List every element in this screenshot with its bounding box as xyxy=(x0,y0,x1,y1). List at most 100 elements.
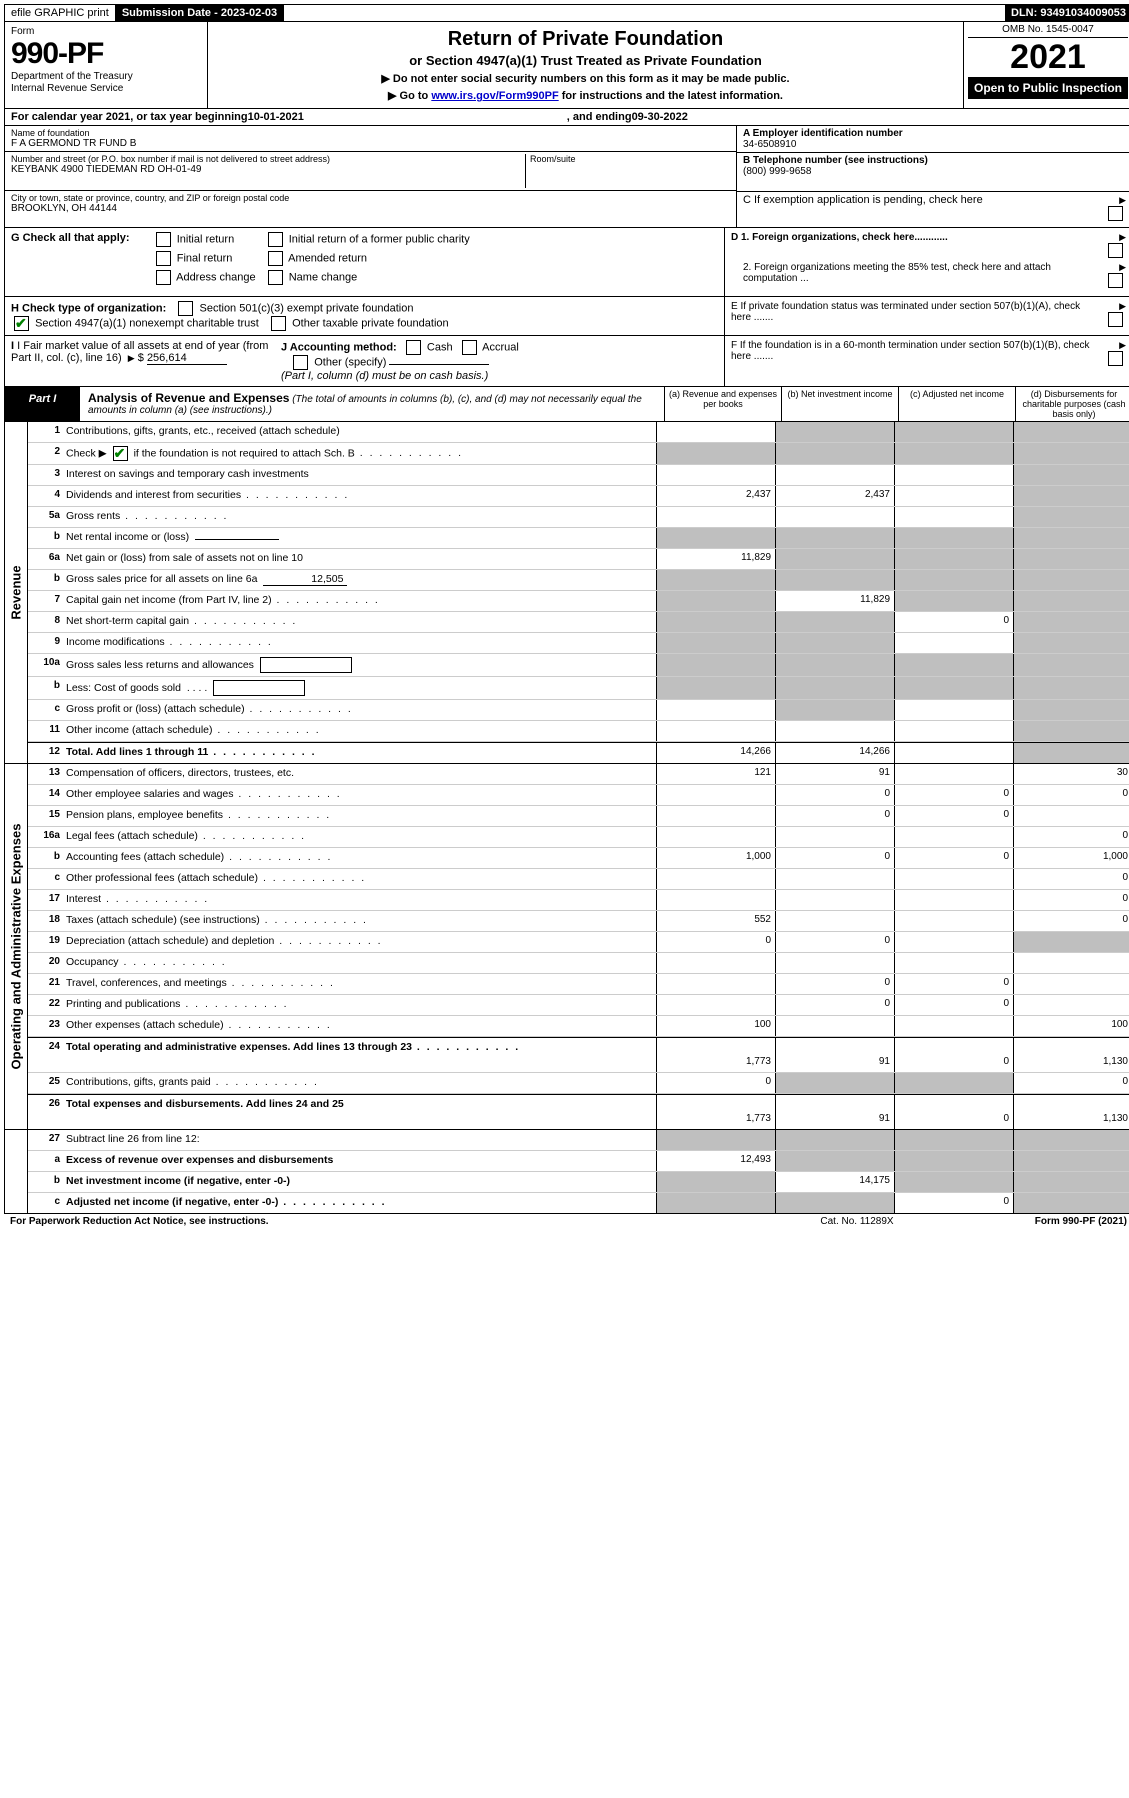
col-c xyxy=(894,1172,1013,1192)
h-other-taxable[interactable] xyxy=(271,316,286,331)
col-c: 0 xyxy=(894,612,1013,632)
dots xyxy=(234,788,342,800)
col-b: 0 xyxy=(775,806,894,826)
j-label: J Accounting method: xyxy=(281,341,397,353)
col-c xyxy=(894,486,1013,506)
line-no: b xyxy=(28,528,64,548)
col-b xyxy=(775,465,894,485)
j-other[interactable] xyxy=(293,355,308,370)
form-link[interactable]: www.irs.gov/Form990PF xyxy=(431,90,558,102)
col-d xyxy=(1013,932,1129,952)
h-4947[interactable] xyxy=(14,316,29,331)
d1-checkbox[interactable] xyxy=(1108,243,1123,258)
r2-pre: Check ▶ xyxy=(66,447,110,459)
row-4: 4 Dividends and interest from securities… xyxy=(28,486,1129,507)
row-11: 11 Other income (attach schedule) xyxy=(28,721,1129,742)
col-d xyxy=(1013,1130,1129,1150)
col-c xyxy=(894,591,1013,611)
dots xyxy=(224,1019,332,1031)
e-checkbox[interactable] xyxy=(1108,312,1123,327)
col-a: 1,773 xyxy=(656,1038,775,1072)
efile-label[interactable]: efile GRAPHIC print xyxy=(5,5,116,21)
inline-line xyxy=(195,539,279,540)
r10b-desc: Less: Cost of goods sold xyxy=(66,682,181,694)
g-initial-public[interactable] xyxy=(268,232,283,247)
line-desc: Gross sales price for all assets on line… xyxy=(64,570,656,590)
r18-desc: Taxes (attach schedule) (see instruction… xyxy=(66,914,260,926)
e-label: E If private foundation status was termi… xyxy=(731,301,1102,323)
r27c-desc: Adjusted net income (if negative, enter … xyxy=(66,1196,278,1208)
col-a: 14,266 xyxy=(656,743,775,763)
line27-rows: 27 Subtract line 26 from line 12: a Exce… xyxy=(28,1130,1129,1213)
g-address-change[interactable] xyxy=(156,270,171,285)
ein-label: A Employer identification number xyxy=(743,128,1126,139)
r9-desc: Income modifications xyxy=(66,636,165,648)
col-d xyxy=(1013,507,1129,527)
col-b: 91 xyxy=(775,1038,894,1072)
h-opt3: Other taxable private foundation xyxy=(292,317,449,329)
page-footer: For Paperwork Reduction Act Notice, see … xyxy=(4,1214,1129,1229)
dots xyxy=(278,1196,386,1208)
name-cell: Name of foundation F A GERMOND TR FUND B xyxy=(5,126,736,152)
g-initial-return[interactable] xyxy=(156,232,171,247)
col-b: 0 xyxy=(775,932,894,952)
line-no: 6a xyxy=(28,549,64,569)
col-c xyxy=(894,743,1013,763)
col-a: 1,000 xyxy=(656,848,775,868)
col-b xyxy=(775,654,894,676)
line-no: 9 xyxy=(28,633,64,653)
col-b xyxy=(775,1016,894,1036)
line-desc: Legal fees (attach schedule) xyxy=(64,827,656,847)
g-amended[interactable] xyxy=(268,251,283,266)
line-no: 17 xyxy=(28,890,64,910)
line-no: 22 xyxy=(28,995,64,1015)
col-b xyxy=(775,1151,894,1171)
h-501c3[interactable] xyxy=(178,301,193,316)
dots xyxy=(211,1076,319,1088)
row-27: 27 Subtract line 26 from line 12: xyxy=(28,1130,1129,1151)
line-desc: Total expenses and disbursements. Add li… xyxy=(64,1095,656,1129)
g-opt-5: Name change xyxy=(289,271,358,283)
col-b xyxy=(775,507,894,527)
col-c xyxy=(894,911,1013,931)
col-a xyxy=(656,443,775,464)
revenue-rows: 1 Contributions, gifts, grants, etc., re… xyxy=(28,422,1129,763)
d2-label: 2. Foreign organizations meeting the 85%… xyxy=(731,262,1102,284)
schb-checkbox[interactable] xyxy=(113,446,128,461)
col-b xyxy=(775,1193,894,1213)
col-a xyxy=(656,953,775,973)
c-checkbox[interactable] xyxy=(1108,206,1123,221)
j-cash[interactable] xyxy=(406,340,421,355)
col-d xyxy=(1013,743,1129,763)
col-a: 0 xyxy=(656,932,775,952)
r21-desc: Travel, conferences, and meetings xyxy=(66,977,227,989)
j-accrual[interactable] xyxy=(462,340,477,355)
col-c xyxy=(894,677,1013,699)
col-b xyxy=(775,570,894,590)
col-a-head: (a) Revenue and expenses per books xyxy=(664,387,781,421)
c-label: C If exemption application is pending, c… xyxy=(743,194,1102,206)
row-12: 12 Total. Add lines 1 through 11 14,2661… xyxy=(28,742,1129,763)
g-name-change[interactable] xyxy=(268,270,283,285)
d2-checkbox[interactable] xyxy=(1108,273,1123,288)
row-16a: 16a Legal fees (attach schedule) 0 xyxy=(28,827,1129,848)
g-final-return[interactable] xyxy=(156,251,171,266)
footer-right: Form 990-PF (2021) xyxy=(947,1216,1127,1227)
col-d xyxy=(1013,1151,1129,1171)
line-no: 27 xyxy=(28,1130,64,1150)
col-d xyxy=(1013,1193,1129,1213)
arrow-icon xyxy=(128,352,135,364)
r7-desc: Capital gain net income (from Part IV, l… xyxy=(66,594,272,606)
row-18: 18 Taxes (attach schedule) (see instruct… xyxy=(28,911,1129,932)
line-desc: Net short-term capital gain xyxy=(64,612,656,632)
line-desc: Net rental income or (loss) xyxy=(64,528,656,548)
col-a: 0 xyxy=(656,1073,775,1093)
col-a xyxy=(656,974,775,994)
f-checkbox[interactable] xyxy=(1108,351,1123,366)
part1-title: Analysis of Revenue and Expenses xyxy=(88,391,289,405)
line-no: 14 xyxy=(28,785,64,805)
expenses-table: Operating and Administrative Expenses 13… xyxy=(4,764,1129,1130)
line-no: 23 xyxy=(28,1016,64,1036)
col-b xyxy=(775,700,894,720)
phone-cell: B Telephone number (see instructions) (8… xyxy=(737,153,1129,192)
